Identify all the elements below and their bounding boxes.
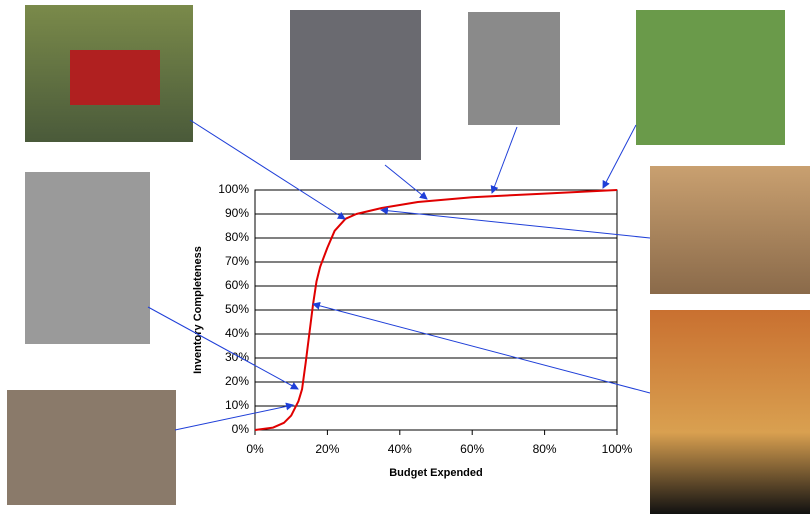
y-tick-label: 70%	[225, 254, 249, 268]
x-tick-label: 80%	[533, 442, 557, 456]
y-tick-label: 30%	[225, 350, 249, 364]
x-tick-label: 60%	[460, 442, 484, 456]
photo-traffic	[290, 10, 421, 160]
photo-loader	[650, 166, 810, 294]
y-axis-title: Inventory Completeness	[192, 246, 204, 374]
arrow	[174, 402, 294, 431]
arrow	[380, 206, 651, 239]
y-tick-label: 100%	[218, 182, 249, 196]
photo-electric-meters	[7, 390, 176, 505]
photo-factory	[650, 310, 810, 514]
y-tick-label: 90%	[225, 206, 249, 220]
arrow	[602, 124, 637, 189]
photo-gas-meter	[25, 172, 150, 344]
truck-shape	[70, 50, 160, 105]
photo-mower	[636, 10, 785, 145]
y-tick-label: 10%	[225, 398, 249, 412]
data-line	[254, 189, 618, 431]
x-tick-label: 0%	[246, 442, 264, 456]
arrow	[490, 126, 518, 194]
y-tick-label: 20%	[225, 374, 249, 388]
arrow	[312, 301, 651, 394]
photo-ac-unit	[468, 12, 560, 125]
x-tick-label: 100%	[602, 442, 633, 456]
y-tick-label: 50%	[225, 302, 249, 316]
y-tick-label: 60%	[225, 278, 249, 292]
y-tick-label: 40%	[225, 326, 249, 340]
y-tick-label: 0%	[232, 422, 250, 436]
arrow	[147, 306, 299, 390]
x-axis-title: Budget Expended	[389, 467, 483, 479]
arrow	[189, 119, 346, 220]
arrow	[384, 164, 428, 200]
y-tick-label: 80%	[225, 230, 249, 244]
x-tick-label: 20%	[315, 442, 339, 456]
x-tick-label: 40%	[388, 442, 412, 456]
